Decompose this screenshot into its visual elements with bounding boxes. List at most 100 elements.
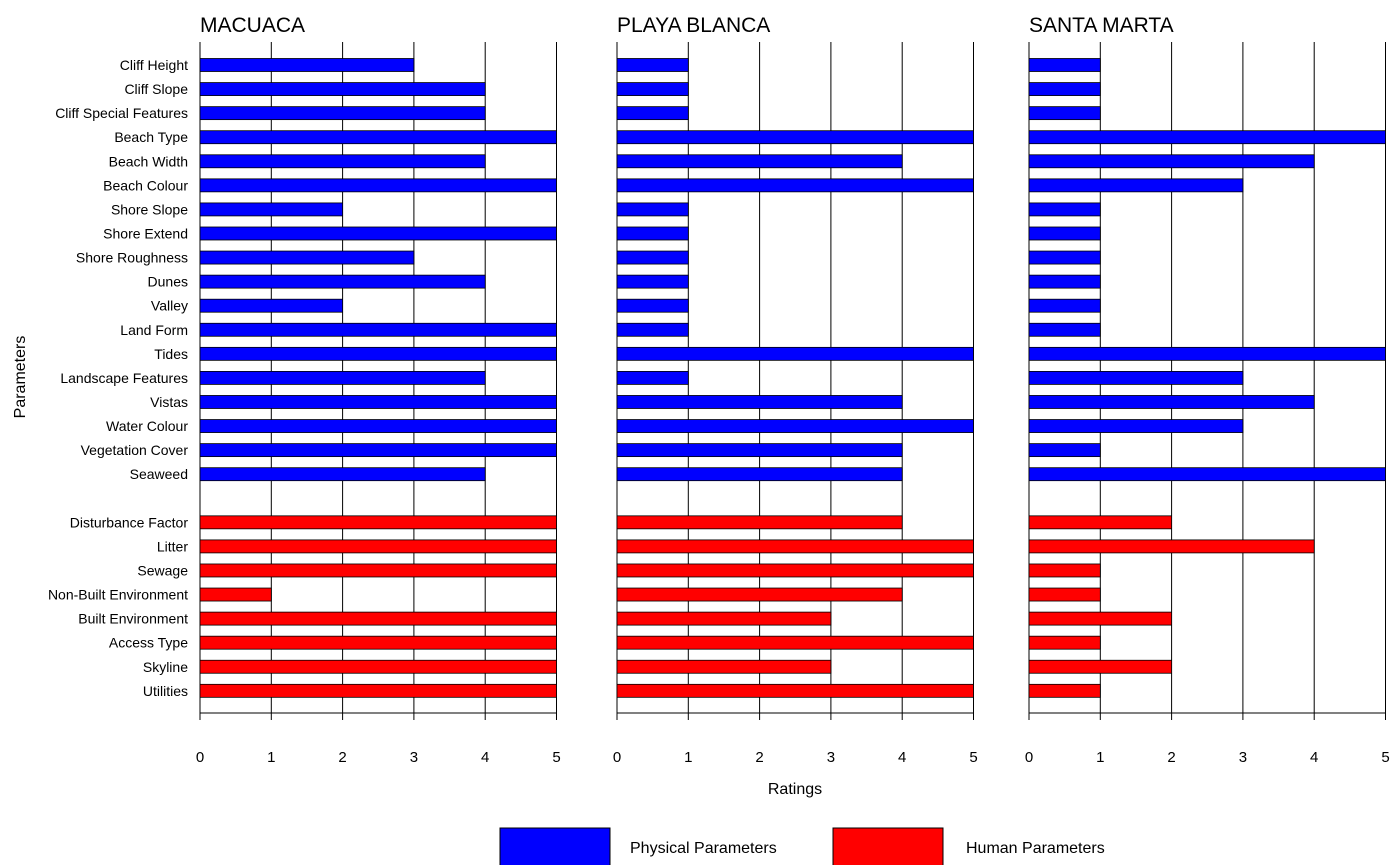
- bar-playa-blanca-seaweed: [616, 467, 903, 482]
- bar-santa-marta-access-type: [1028, 635, 1101, 650]
- bar-playa-blanca-shore-slope: [616, 202, 689, 217]
- bar-santa-marta-tides: [1028, 346, 1386, 361]
- category-label: Seaweed: [130, 466, 188, 482]
- category-label: Cliff Special Features: [55, 105, 188, 121]
- x-tick-label: 3: [410, 749, 418, 766]
- category-label: Shore Roughness: [76, 250, 188, 266]
- bar-santa-marta-sewage: [1028, 563, 1101, 578]
- category-label: Beach Type: [114, 129, 188, 145]
- x-axis-title: Ratings: [768, 781, 822, 798]
- bar-santa-marta-vistas: [1028, 395, 1315, 409]
- bar-macuaca-sewage: [199, 563, 557, 578]
- bar-santa-marta-beach-colour: [1028, 178, 1244, 193]
- bar-playa-blanca-cliff-height: [616, 58, 689, 72]
- x-tick-label: 0: [196, 749, 204, 766]
- category-label: Non-Built Environment: [48, 587, 188, 603]
- bar-playa-blanca-skyline: [616, 659, 832, 674]
- bar-playa-blanca-sewage: [616, 563, 974, 578]
- category-label: Dunes: [148, 274, 188, 290]
- x-tick-label: 4: [1310, 749, 1318, 766]
- bar-santa-marta-cliff-special-features: [1028, 106, 1101, 121]
- bar-santa-marta-valley: [1028, 298, 1101, 313]
- bar-santa-marta-beach-width: [1028, 154, 1315, 169]
- bar-playa-blanca-cliff-special-features: [616, 106, 689, 121]
- category-label: Litter: [157, 538, 188, 554]
- bar-macuaca-litter: [199, 539, 557, 554]
- bar-playa-blanca-non-built-environment: [616, 587, 903, 602]
- x-tick-label: 5: [1381, 749, 1389, 766]
- bar-santa-marta-seaweed: [1028, 467, 1386, 482]
- bar-playa-blanca-landscape-features: [616, 371, 689, 385]
- category-label: Vegetation Cover: [81, 442, 189, 458]
- category-label: Beach Colour: [103, 177, 188, 193]
- bar-playa-blanca-disturbance-factor: [616, 515, 903, 530]
- bar-macuaca-seaweed: [199, 467, 486, 482]
- category-label: Skyline: [143, 659, 188, 675]
- legend-swatch: [499, 827, 611, 865]
- y-axis-title: Parameters: [12, 336, 29, 419]
- bar-macuaca-built-environment: [199, 611, 557, 626]
- bar-macuaca-landscape-features: [199, 371, 486, 385]
- panel-title: PLAYA BLANCA: [617, 14, 770, 37]
- bar-macuaca-land-form: [199, 322, 557, 337]
- bar-santa-marta-land-form: [1028, 322, 1101, 337]
- bar-macuaca-shore-slope: [199, 202, 344, 217]
- bar-playa-blanca-cliff-slope: [616, 82, 689, 96]
- category-label: Disturbance Factor: [70, 514, 189, 530]
- category-label: Shore Slope: [111, 201, 188, 217]
- bar-santa-marta-dunes: [1028, 274, 1101, 289]
- x-tick-label: 1: [684, 749, 692, 766]
- x-tick-label: 5: [969, 749, 977, 766]
- bar-santa-marta-landscape-features: [1028, 371, 1244, 385]
- bar-macuaca-beach-type: [199, 130, 557, 145]
- bar-santa-marta-utilities: [1028, 683, 1101, 698]
- bar-playa-blanca-dunes: [616, 274, 689, 289]
- bar-macuaca-cliff-slope: [199, 82, 486, 96]
- bar-playa-blanca-land-form: [616, 322, 689, 337]
- bar-macuaca-vistas: [199, 395, 557, 409]
- category-labels: Cliff Height Cliff Slope Cliff Special Fea…: [48, 57, 188, 699]
- bar-macuaca-shore-roughness: [199, 250, 415, 265]
- x-tick-label: 2: [1167, 749, 1175, 766]
- panel-macuaca: MACUACA 0 1 2 3 4 5: [196, 14, 561, 766]
- category-label: Cliff Height: [120, 57, 188, 73]
- bar-macuaca-cliff-height: [199, 58, 415, 72]
- bar-playa-blanca-vegetation-cover: [616, 443, 903, 458]
- bar-santa-marta-cliff-slope: [1028, 82, 1101, 96]
- bar-playa-blanca-shore-extend: [616, 226, 689, 241]
- x-tick-label: 1: [267, 749, 275, 766]
- category-label: Landscape Features: [60, 370, 188, 386]
- bar-playa-blanca-built-environment: [616, 611, 832, 626]
- bar-macuaca-disturbance-factor: [199, 515, 557, 530]
- bar-playa-blanca-access-type: [616, 635, 974, 650]
- category-label: Shore Extend: [103, 225, 188, 241]
- panel-title: MACUACA: [200, 14, 305, 37]
- bar-macuaca-non-built-environment: [199, 587, 272, 602]
- legend-swatch: [832, 827, 944, 865]
- category-label: Land Form: [120, 322, 188, 338]
- category-label: Water Colour: [106, 418, 188, 434]
- x-tick-label: 2: [755, 749, 763, 766]
- x-tick-label: 3: [827, 749, 835, 766]
- bar-playa-blanca-beach-type: [616, 130, 974, 145]
- category-label: Built Environment: [78, 611, 188, 627]
- bar-macuaca-access-type: [199, 635, 557, 650]
- bar-macuaca-beach-colour: [199, 178, 557, 193]
- x-tick-label: 5: [552, 749, 560, 766]
- bar-macuaca-skyline: [199, 659, 557, 674]
- bar-macuaca-dunes: [199, 274, 486, 289]
- bar-santa-marta-litter: [1028, 539, 1315, 554]
- bar-santa-marta-skyline: [1028, 659, 1173, 674]
- legend-item-human-parameters: Human Parameters: [832, 827, 1105, 865]
- category-label: Vistas: [150, 394, 188, 410]
- bar-macuaca-beach-width: [199, 154, 486, 169]
- bar-playa-blanca-vistas: [616, 395, 903, 409]
- legend-item-physical-parameters: Physical Parameters: [499, 827, 777, 865]
- bar-playa-blanca-valley: [616, 298, 689, 313]
- bar-santa-marta-shore-roughness: [1028, 250, 1101, 265]
- bar-santa-marta-disturbance-factor: [1028, 515, 1173, 530]
- panel-title: SANTA MARTA: [1029, 14, 1174, 37]
- panel-santa-marta: SANTA MARTA 0 1 2 3 4 5: [1025, 14, 1390, 766]
